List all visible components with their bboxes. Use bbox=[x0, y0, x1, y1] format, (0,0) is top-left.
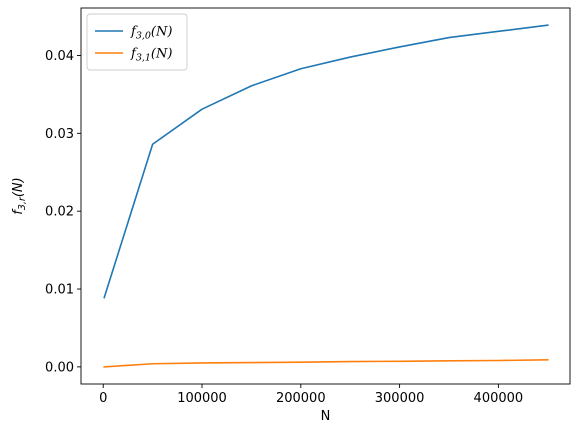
y-tick-label: 0.01 bbox=[45, 283, 74, 298]
y-tick-label: 0.03 bbox=[45, 127, 74, 142]
legend-label-0: f3,0(N) bbox=[130, 25, 172, 42]
x-tick-label: 300000 bbox=[375, 391, 425, 406]
legend-box bbox=[86, 13, 188, 71]
y-tick-label: 0.00 bbox=[45, 360, 74, 375]
x-tick-label: 200000 bbox=[276, 391, 326, 406]
series-line-1 bbox=[103, 359, 549, 368]
series-lines bbox=[103, 24, 549, 368]
legend: f3,0(N) f3,1(N) bbox=[86, 13, 188, 71]
x-tick-label: 400000 bbox=[474, 391, 524, 406]
x-tick-label: 0 bbox=[99, 391, 107, 406]
x-axis: 0 100000 200000 300000 400000 bbox=[99, 384, 523, 406]
x-tick-label: 100000 bbox=[177, 391, 227, 406]
plot-area bbox=[80, 7, 571, 385]
x-axis-title: N bbox=[321, 409, 331, 424]
y-tick-label: 0.04 bbox=[45, 49, 74, 64]
y-tick-label: 0.02 bbox=[45, 205, 74, 220]
y-axis-title: f3,r(N) bbox=[11, 177, 28, 214]
series-line-0 bbox=[103, 24, 549, 299]
y-axis: 0.00 0.01 0.02 0.03 0.04 bbox=[45, 49, 81, 375]
legend-label-1: f3,1(N) bbox=[130, 47, 172, 64]
